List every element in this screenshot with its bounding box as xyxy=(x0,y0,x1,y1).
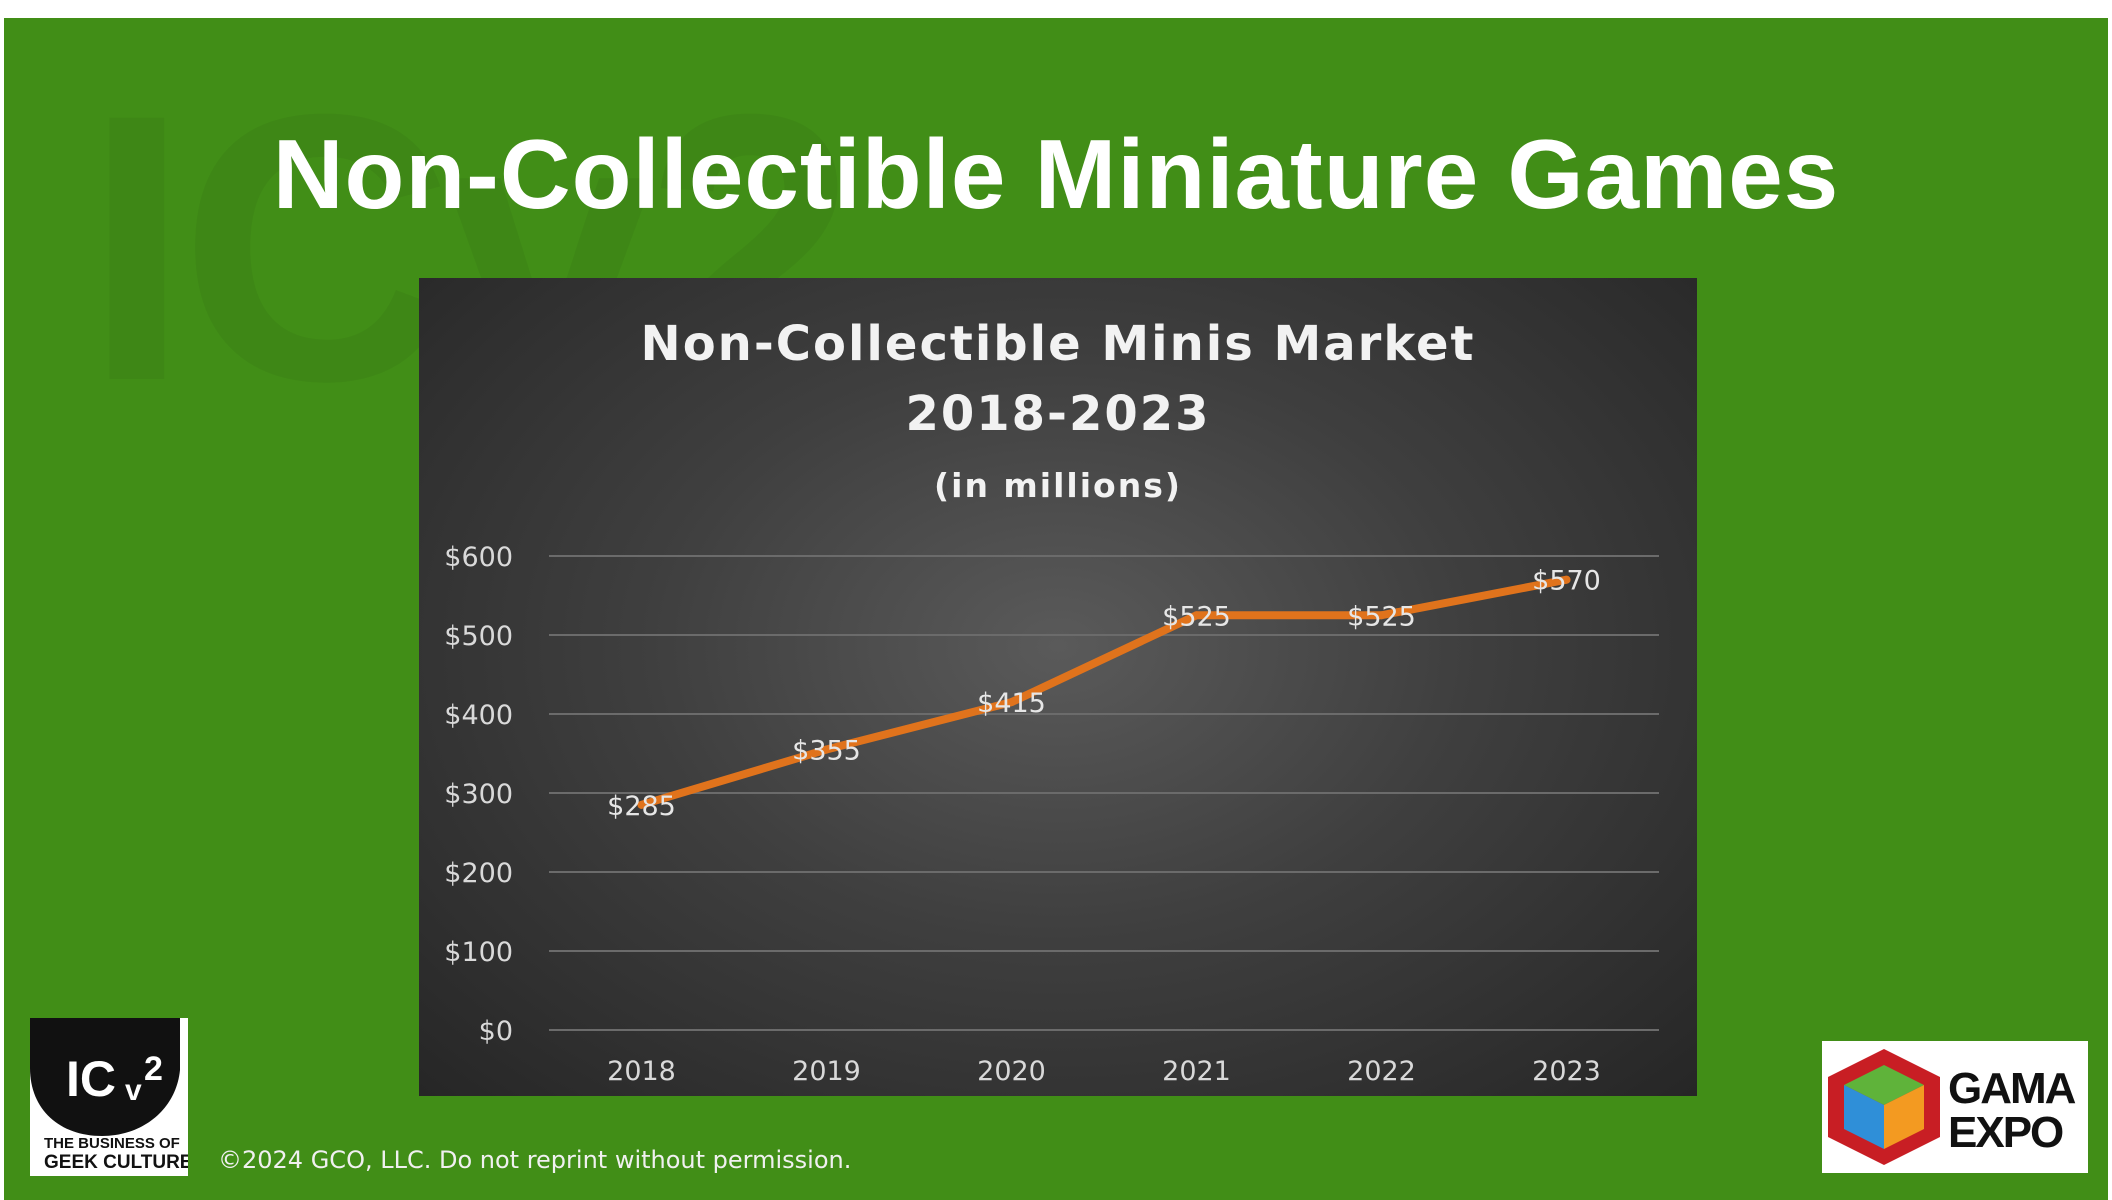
icv2-logo: IC v 2 THE BUSINESS OF GEEK CULTURE xyxy=(30,1018,188,1176)
data-point xyxy=(1192,611,1201,620)
data-point xyxy=(1007,698,1016,707)
svg-text:2: 2 xyxy=(144,1050,163,1088)
gama-expo-logo: GAMA EXPO xyxy=(1822,1041,2088,1173)
data-label: $570 xyxy=(1532,566,1601,597)
chart-panel: Non-Collectible Minis Market 2018-2023 (… xyxy=(419,278,1697,1096)
data-label: $525 xyxy=(1347,601,1416,632)
svg-text:GEEK CULTURE: GEEK CULTURE xyxy=(44,1152,188,1173)
y-tick-label: $200 xyxy=(444,858,513,889)
svg-text:GAMA: GAMA xyxy=(1948,1064,2076,1113)
x-tick-label: 2018 xyxy=(607,1056,676,1087)
y-tick-label: $100 xyxy=(444,937,513,968)
chart-subtitle-years: 2018-2023 xyxy=(905,386,1211,442)
svg-text:EXPO: EXPO xyxy=(1948,1108,2063,1157)
x-tick-label: 2022 xyxy=(1347,1056,1416,1087)
y-tick-label: $400 xyxy=(444,700,513,731)
data-point xyxy=(1562,575,1571,584)
data-point xyxy=(1377,611,1386,620)
series-line xyxy=(637,575,1571,809)
x-tick-label: 2023 xyxy=(1532,1056,1601,1087)
slide-title: Non-Collectible Miniature Games xyxy=(272,119,1840,229)
data-label: $525 xyxy=(1162,601,1231,632)
x-tick-label: 2021 xyxy=(1162,1056,1231,1087)
chart-subtitle-units: (in millions) xyxy=(934,466,1182,505)
svg-text:IC: IC xyxy=(66,1051,116,1107)
y-tick-label: $600 xyxy=(444,542,513,573)
x-tick-label: 2020 xyxy=(977,1056,1046,1087)
slide: IC v2 Non-Collectible Miniature Games Non… xyxy=(4,18,2108,1200)
icv2-logo-mark: IC v 2 THE BUSINESS OF GEEK CULTURE xyxy=(30,1018,188,1173)
data-label: $285 xyxy=(607,791,676,822)
svg-text:v: v xyxy=(125,1074,142,1107)
chart-title: Non-Collectible Minis Market xyxy=(640,316,1476,372)
x-tick-label: 2019 xyxy=(792,1056,861,1087)
data-point xyxy=(822,745,831,754)
data-point xyxy=(637,800,646,809)
data-label: $415 xyxy=(977,688,1046,719)
y-tick-label: $300 xyxy=(444,779,513,810)
copyright-notice: ©2024 GCO, LLC. Do not reprint without p… xyxy=(218,1146,852,1174)
gama-expo-logo-mark: GAMA EXPO xyxy=(1828,1049,2078,1165)
y-tick-label: $0 xyxy=(479,1016,513,1047)
svg-text:THE BUSINESS OF: THE BUSINESS OF xyxy=(44,1135,180,1152)
data-label: $355 xyxy=(792,736,861,767)
y-tick-label: $500 xyxy=(444,621,513,652)
line-chart: $0 $100 $200 $300 $400 $500 $600 2018 2019 2020 20… xyxy=(444,542,1659,1087)
